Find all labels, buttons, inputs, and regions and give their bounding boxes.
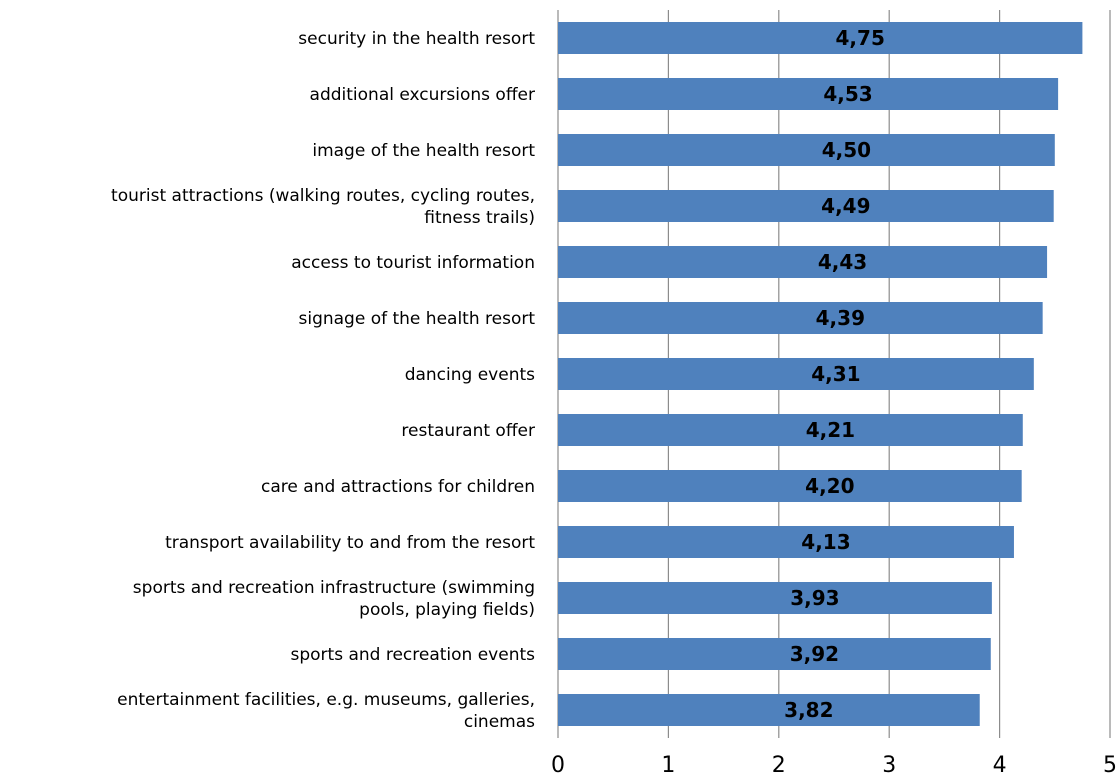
data-label: 4,20 [805, 474, 854, 498]
bar [558, 190, 1054, 222]
x-tick-label: 0 [551, 753, 565, 775]
x-tick-label: 4 [993, 753, 1007, 775]
category-label: tourist attractions (walking routes, cyc… [111, 186, 535, 228]
data-label: 3,93 [790, 586, 839, 610]
category-label: sports and recreation events [290, 645, 535, 665]
data-label: 4,49 [821, 194, 870, 218]
bar [558, 78, 1059, 110]
category-label: security in the health resort [298, 29, 535, 49]
category-label: restaurant offer [401, 421, 535, 441]
category-label-line: pools, playing fields) [359, 600, 535, 620]
category-labels: security in the health resort additional … [111, 29, 535, 732]
category-label: access to tourist information [291, 253, 535, 273]
data-label: 4,31 [811, 362, 860, 386]
data-label: 4,43 [818, 250, 867, 274]
bar [558, 358, 1034, 390]
category-label: image of the health resort [312, 141, 535, 161]
category-label-line: security in the health resort [298, 29, 535, 49]
category-label-line: restaurant offer [401, 421, 535, 441]
data-label: 4,21 [806, 418, 855, 442]
x-tick-label: 3 [882, 753, 896, 775]
category-label: additional excursions offer [310, 85, 535, 105]
category-label-line: dancing events [405, 365, 535, 385]
category-label-line: cinemas [464, 712, 535, 732]
category-label-line: signage of the health resort [298, 309, 535, 329]
category-label: signage of the health resort [298, 309, 535, 329]
category-label-line: fitness trails) [424, 208, 535, 228]
value-labels: 4,75 4,53 4,50 4,49 4,43 4,39 4,31 4,21 4,20 4,13… [784, 26, 885, 722]
category-label-line: care and attractions for children [261, 477, 535, 497]
data-label: 4,53 [823, 82, 872, 106]
category-label-line: access to tourist information [291, 253, 535, 273]
x-axis-ticks: 0 1 2 3 4 5 [551, 753, 1117, 775]
bar [558, 638, 991, 670]
bar [558, 246, 1048, 278]
bar [558, 526, 1014, 558]
category-label: transport availability to and from the r… [165, 533, 535, 553]
data-label: 3,92 [790, 642, 839, 666]
bar [558, 302, 1043, 334]
bar [558, 134, 1055, 166]
category-label-line: tourist attractions (walking routes, cyc… [111, 186, 535, 206]
data-label: 3,82 [784, 698, 833, 722]
x-tick-label: 2 [772, 753, 786, 775]
x-tick-label: 1 [661, 753, 675, 775]
data-label: 4,50 [822, 138, 871, 162]
category-label-line: transport availability to and from the r… [165, 533, 535, 553]
category-label: sports and recreation infrastructure (sw… [133, 578, 535, 620]
category-label: care and attractions for children [261, 477, 535, 497]
bar [558, 694, 980, 726]
category-label-line: image of the health resort [312, 141, 535, 161]
data-label: 4,39 [816, 306, 865, 330]
category-label-line: additional excursions offer [310, 85, 535, 105]
category-label: entertainment facilities, e.g. museums, … [117, 690, 535, 732]
bars [558, 22, 1083, 726]
data-label: 4,75 [836, 26, 885, 50]
category-label: dancing events [405, 365, 535, 385]
x-tick-label: 5 [1103, 753, 1117, 775]
data-label: 4,13 [801, 530, 850, 554]
bar [558, 22, 1083, 54]
bar [558, 470, 1022, 502]
category-label-line: sports and recreation infrastructure (sw… [133, 578, 535, 598]
bar [558, 414, 1023, 446]
category-label-line: entertainment facilities, e.g. museums, … [117, 690, 535, 710]
category-label-line: sports and recreation events [290, 645, 535, 665]
bar [558, 582, 992, 614]
